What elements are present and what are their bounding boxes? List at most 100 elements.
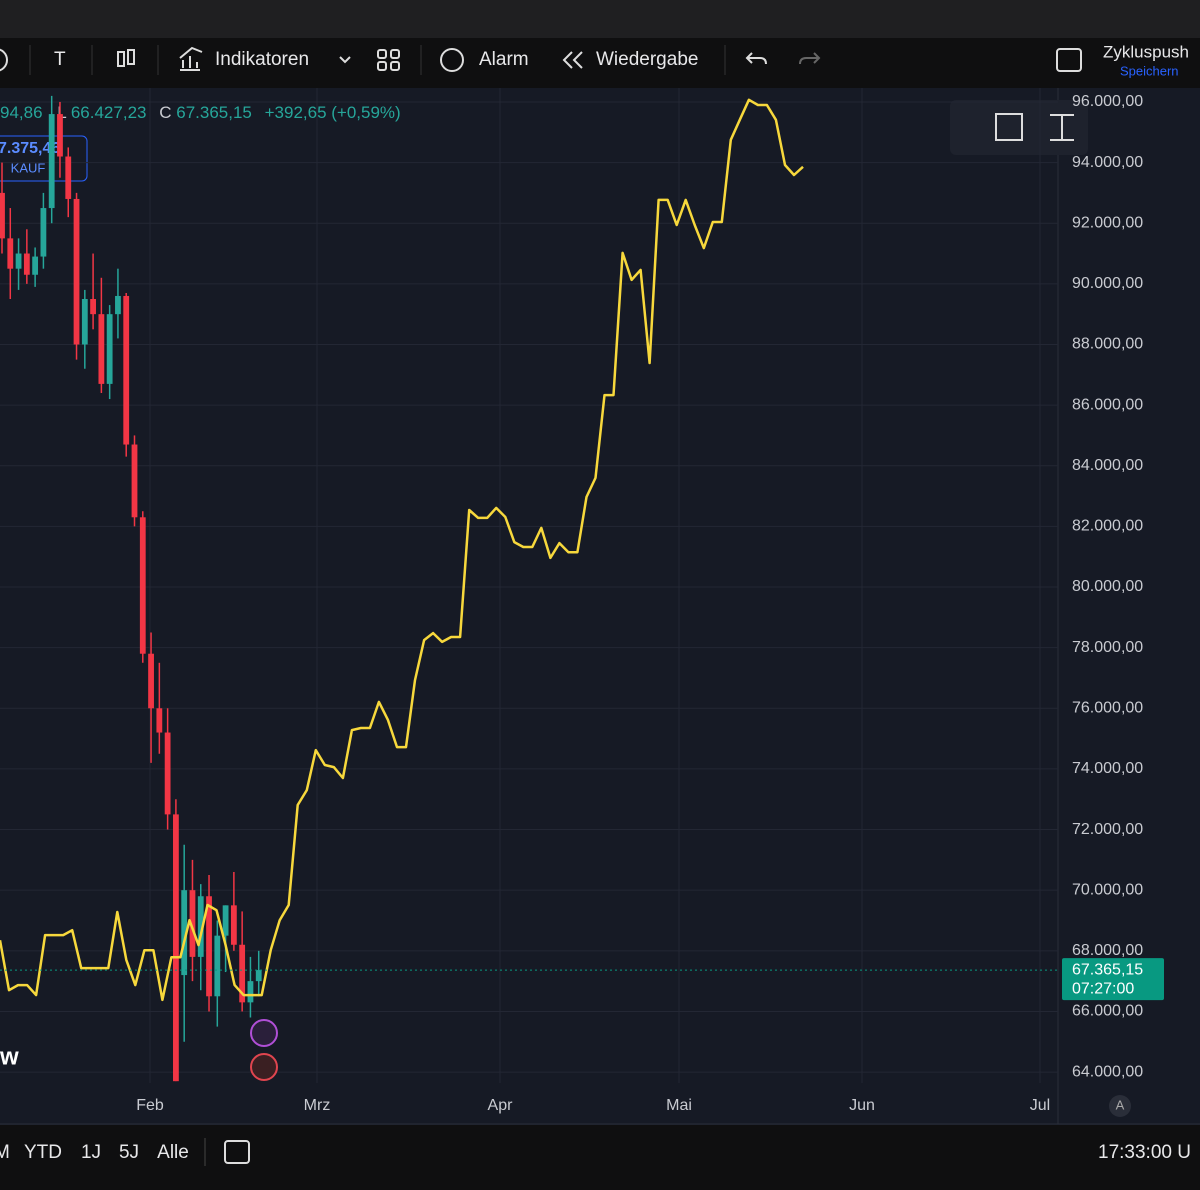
low-label: L bbox=[57, 103, 66, 122]
layout-button[interactable] bbox=[1056, 48, 1082, 72]
y-tick-label: 86.000,00 bbox=[1072, 396, 1143, 413]
candle-body bbox=[148, 653, 154, 709]
y-tick-label: 72.000,00 bbox=[1072, 821, 1143, 838]
indicators[interactable]: Indikatoren bbox=[215, 49, 309, 70]
last-price-tag bbox=[1062, 958, 1164, 1001]
y-tick-label: 64.000,00 bbox=[1072, 1063, 1143, 1080]
indicator-icon[interactable] bbox=[179, 46, 203, 71]
dropdown[interactable] bbox=[339, 56, 351, 64]
range-buttons: M YTD 1J 5J Alle bbox=[0, 1142, 189, 1163]
undo[interactable] bbox=[745, 52, 767, 65]
event-icon bbox=[250, 1019, 278, 1047]
x-tick-label: Mai bbox=[666, 1097, 692, 1114]
y-tick-label: 66.000,00 bbox=[1072, 1003, 1143, 1020]
layout-icon[interactable] bbox=[377, 49, 400, 71]
candle-icon[interactable] bbox=[117, 49, 135, 67]
candle-body bbox=[81, 299, 88, 345]
candle-body bbox=[139, 517, 146, 654]
auto-scale[interactable]: A bbox=[1116, 1097, 1125, 1112]
price-line bbox=[0, 98, 804, 1002]
low: 66.427,23 bbox=[71, 103, 147, 122]
candle-body bbox=[73, 198, 80, 345]
y-tick-label: 78.000,00 bbox=[1072, 639, 1143, 656]
y-tick-label: 74.000,00 bbox=[1072, 760, 1143, 777]
y-tick-label: 88.000,00 bbox=[1072, 336, 1143, 353]
candle-body bbox=[247, 981, 254, 1003]
last-price-time: 07:27:00 bbox=[1072, 980, 1134, 997]
x-tick-label: Jul bbox=[1030, 1097, 1050, 1114]
clock: 17:33:00 U bbox=[1098, 1142, 1191, 1163]
candle-body bbox=[173, 814, 179, 1082]
x-tick-label: Feb bbox=[136, 1097, 164, 1114]
y-tick-label: 80.000,00 bbox=[1072, 578, 1143, 595]
range-button[interactable]: 5J bbox=[119, 1142, 139, 1163]
layout-name[interactable]: Zykluspush bbox=[1103, 42, 1189, 61]
last-price-label: 67.365,15 bbox=[1072, 961, 1143, 978]
buy-price[interactable]: 7.375,46 bbox=[0, 140, 60, 157]
candle-body bbox=[98, 314, 105, 384]
candle-body bbox=[48, 114, 55, 209]
icon[interactable] bbox=[0, 48, 8, 72]
y-tick-label: 96.000,00 bbox=[1072, 93, 1143, 110]
candle-body bbox=[197, 896, 204, 957]
x-tick-label: Mrz bbox=[304, 1097, 331, 1114]
time-axis bbox=[0, 1090, 1200, 1125]
candle-body bbox=[40, 208, 47, 257]
text-tool[interactable]: T bbox=[54, 49, 66, 70]
y-tick-label: 92.000,00 bbox=[1072, 214, 1143, 231]
candle-body bbox=[156, 708, 163, 733]
save[interactable]: Speichern bbox=[1120, 63, 1179, 78]
y-tick-label: 84.000,00 bbox=[1072, 457, 1143, 474]
redo[interactable] bbox=[799, 52, 821, 65]
candle-body bbox=[164, 732, 171, 815]
ohlc-header: 94,86 L 66.427,23 C 67.365,15 +392,65 (+… bbox=[0, 103, 401, 122]
plot: 64.000,00 66.000,00 68.000,00 70.000,00 72.0… bbox=[0, 88, 1164, 1114]
auto-scale-button[interactable] bbox=[1109, 1095, 1131, 1117]
watermark: w bbox=[0, 1043, 19, 1070]
candle-body bbox=[123, 295, 130, 445]
candle-body bbox=[131, 444, 138, 518]
candle-body bbox=[32, 256, 39, 275]
candle-body bbox=[239, 944, 246, 1003]
candle-body bbox=[255, 970, 262, 982]
alarm[interactable]: Alarm bbox=[479, 49, 529, 70]
replay-icon[interactable] bbox=[562, 51, 583, 69]
candle-body bbox=[222, 905, 229, 936]
y-tick-label: 70.000,00 bbox=[1072, 881, 1143, 898]
toolbar bbox=[0, 38, 1200, 88]
change: +392,65 (+0,59%) bbox=[265, 103, 401, 122]
bottom-bar bbox=[0, 1125, 1200, 1185]
goto-date[interactable] bbox=[224, 1140, 250, 1164]
measure-tool[interactable] bbox=[1050, 114, 1074, 141]
candle-body bbox=[115, 295, 121, 315]
candle-body bbox=[106, 314, 113, 384]
candle-body bbox=[7, 238, 14, 269]
candle-body bbox=[23, 253, 30, 275]
range-button[interactable]: M bbox=[0, 1142, 10, 1163]
range-button[interactable]: YTD bbox=[24, 1142, 62, 1163]
range-button[interactable]: 1J bbox=[81, 1142, 101, 1163]
y-tick-label: 94.000,00 bbox=[1072, 154, 1143, 171]
replay[interactable]: Wiedergabe bbox=[596, 49, 698, 70]
window-bar bbox=[0, 0, 1200, 38]
candle-body bbox=[90, 299, 96, 315]
candle-body bbox=[189, 890, 196, 957]
candle-body bbox=[214, 935, 221, 997]
x-tick-label: Apr bbox=[488, 1097, 514, 1114]
candle-body bbox=[206, 896, 212, 997]
alarm-icon[interactable] bbox=[440, 48, 464, 72]
candle-body bbox=[57, 114, 63, 157]
rect-tool[interactable] bbox=[995, 113, 1023, 141]
candle-body bbox=[0, 192, 5, 239]
event-icon bbox=[250, 1053, 278, 1081]
buy-box[interactable] bbox=[0, 135, 88, 182]
y-tick-label: 82.000,00 bbox=[1072, 518, 1143, 535]
candle-body bbox=[65, 156, 72, 199]
close-label: C bbox=[159, 103, 171, 122]
buy-label[interactable]: KAUF bbox=[11, 160, 46, 175]
range-button[interactable]: Alle bbox=[157, 1142, 189, 1163]
x-tick-label: Jun bbox=[849, 1097, 875, 1114]
chart-pane bbox=[0, 88, 1200, 1090]
y-tick-label: 68.000,00 bbox=[1072, 942, 1143, 959]
